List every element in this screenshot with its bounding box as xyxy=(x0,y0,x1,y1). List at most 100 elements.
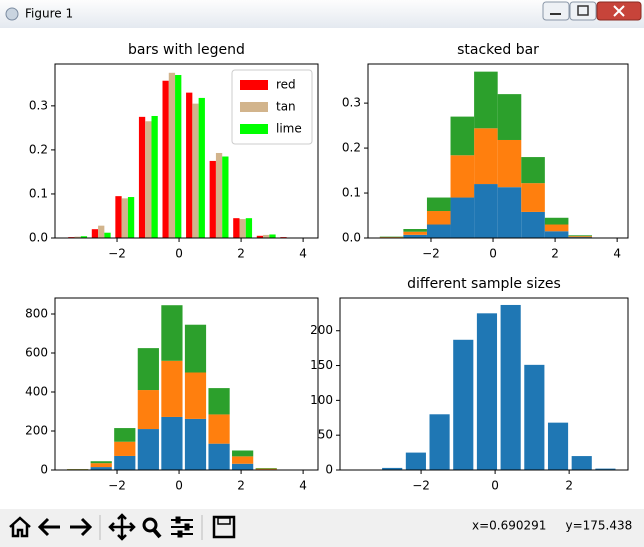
legend-label: lime xyxy=(276,122,302,136)
x-tick-label: −2 xyxy=(108,479,126,493)
app-icon xyxy=(5,7,19,21)
window-controls xyxy=(542,1,642,21)
x-tick-label: −2 xyxy=(422,247,440,261)
configure-knob xyxy=(177,530,183,538)
bar xyxy=(114,428,136,442)
y-tick-label: 0.3 xyxy=(342,96,361,110)
bar xyxy=(571,456,592,470)
zoom-button[interactable] xyxy=(142,517,158,533)
bar xyxy=(74,236,81,238)
bar xyxy=(137,348,159,391)
bar xyxy=(115,196,122,238)
bar xyxy=(239,219,246,238)
bar xyxy=(137,429,159,470)
bar xyxy=(162,80,169,238)
minimize-button[interactable] xyxy=(542,1,570,21)
y-tick-label: 600 xyxy=(25,345,48,359)
x-tick-label: 2 xyxy=(565,479,573,493)
y-tick-label: 0 xyxy=(325,463,333,477)
x-tick-label: 0 xyxy=(491,479,499,493)
bar xyxy=(208,443,230,470)
x-tick-label: 4 xyxy=(299,247,307,261)
bar xyxy=(263,234,270,238)
bar xyxy=(497,139,522,188)
x-tick-label: −2 xyxy=(108,247,126,261)
pan-button[interactable] xyxy=(108,513,136,541)
bar xyxy=(161,416,183,470)
bar xyxy=(544,217,569,225)
bar xyxy=(215,152,223,238)
legend-swatch xyxy=(240,124,268,134)
bar xyxy=(521,211,545,238)
x-tick-label: −2 xyxy=(412,479,430,493)
configure-knob xyxy=(175,516,181,524)
bar xyxy=(127,197,135,238)
title-bar xyxy=(0,0,644,28)
legend-label: tan xyxy=(276,100,296,114)
bar xyxy=(474,184,498,238)
bar xyxy=(232,456,254,464)
y-tick-label: 800 xyxy=(25,306,48,320)
bar xyxy=(192,103,199,238)
x-tick-label: 2 xyxy=(551,247,559,261)
bar xyxy=(547,422,569,470)
status-text: x=0.690291 y=175.438 xyxy=(472,519,632,533)
bar xyxy=(450,155,475,198)
y-tick-label: 0.3 xyxy=(29,98,48,112)
zoom-handle xyxy=(152,528,162,539)
y-tick-label: 50 xyxy=(318,428,333,442)
x-tick-label: 2 xyxy=(237,247,245,261)
bar xyxy=(184,418,207,470)
bar xyxy=(382,467,403,470)
bar xyxy=(453,339,474,470)
x-tick-label: 4 xyxy=(613,247,621,261)
home-button[interactable] xyxy=(9,516,31,538)
bar xyxy=(544,224,569,232)
bar xyxy=(91,229,99,238)
toolbar xyxy=(0,509,644,547)
maximize-glyph xyxy=(577,5,589,16)
bar xyxy=(121,198,128,238)
axes-frame xyxy=(54,297,319,471)
x-tick-label: 0 xyxy=(175,479,183,493)
bar xyxy=(114,455,136,470)
bar xyxy=(426,197,451,212)
bar xyxy=(403,231,427,235)
back-button[interactable] xyxy=(37,517,60,537)
bar xyxy=(595,468,616,470)
bar xyxy=(168,72,176,239)
bar xyxy=(137,390,159,430)
y-tick-label: 0.2 xyxy=(29,142,48,156)
axes-title: stacked bar xyxy=(457,42,539,58)
forward-button[interactable] xyxy=(70,517,93,537)
bar xyxy=(138,116,146,238)
bar xyxy=(90,463,112,468)
save-button[interactable] xyxy=(212,515,236,539)
bar xyxy=(426,211,451,225)
x-tick-label: 2 xyxy=(237,479,245,493)
bar xyxy=(269,234,276,238)
axes-title: bars with legend xyxy=(128,42,245,58)
y-tick-label: 0.2 xyxy=(342,141,361,155)
bar xyxy=(114,441,136,456)
y-tick-label: 0.0 xyxy=(29,231,48,245)
bar xyxy=(198,97,205,238)
axes-frame xyxy=(367,63,629,239)
bar xyxy=(186,92,193,239)
bar xyxy=(232,463,254,470)
bar xyxy=(544,231,569,238)
y-tick-label: 200 xyxy=(310,323,333,337)
axes-frame xyxy=(339,297,629,471)
bar xyxy=(80,236,88,238)
bar xyxy=(104,232,111,238)
bar xyxy=(497,94,522,140)
bar xyxy=(429,414,450,470)
bar xyxy=(568,236,593,238)
y-tick-label: 400 xyxy=(25,384,48,398)
bar xyxy=(405,452,426,470)
bar xyxy=(450,116,475,156)
bar xyxy=(474,128,498,185)
maximize-button[interactable] xyxy=(569,1,597,21)
bar xyxy=(184,324,207,373)
